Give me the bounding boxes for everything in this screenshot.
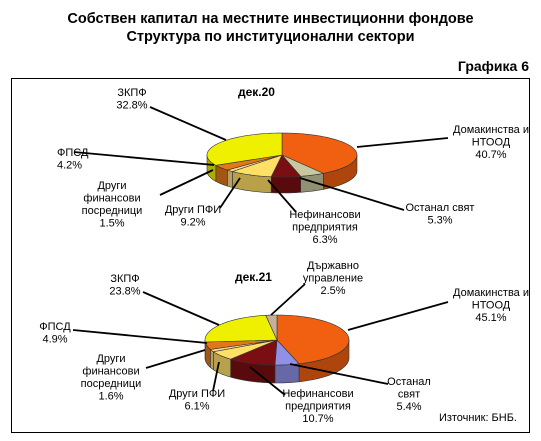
pie-title: дек.20 [238,85,275,99]
leader-line-rest_of_world_21 [289,363,389,385]
slice-label-other_fin: Други финансови посредници 1.5% [82,180,143,230]
pie-slice-rest_of_world [281,154,325,177]
pie-slice-fpsd [214,154,283,171]
pie-slice-rest_of_world_21 [274,339,300,366]
slice-label-households: Домакинства и НТООД 45.1% [453,287,529,324]
pie-slice-households [276,314,350,365]
slice-label-zkpf: ЗКПФ 32.8% [116,87,147,112]
leader-line-other_mfi [219,177,241,209]
chart-subtitle: Структура по институционални сектори [126,29,415,45]
leader-line-fpsd [72,329,208,344]
slice-label-government: Държавно управление 2.5% [303,260,363,297]
slice-label-nonfinancial: Нефинансови предприятия 10.7% [282,388,353,425]
pie-slice-zkpf [204,314,278,343]
chart-frame [11,78,530,433]
leader-line-other_fin [145,349,206,369]
leader-line-households [347,301,449,331]
slice-label-other_mfi: Други ПФИ 6.1% [169,388,225,413]
pie-side-rest_of_world_21 [274,363,300,384]
slice-label-rest_of_world_21: Останал свят 5.4% [387,376,431,413]
pie-title: дек.21 [235,270,272,284]
pie-slice-zkpf [206,132,283,166]
leader-line-other_fin [159,169,214,196]
pie-side-other_fin [210,348,214,371]
slice-label-households: Домакинства и НТООД 40.7% [453,124,529,161]
slice-label-rest_of_world: Останал свят 5.3% [406,202,475,227]
leader-line-rest_of_world [299,177,405,211]
pie-sides [206,154,358,194]
leader-line-nonfinancial [249,366,286,396]
leader-line-nonfinancial [267,179,297,213]
leader-line-government [270,283,306,316]
leader-line-zkpf [149,106,227,141]
leader-line-households [356,137,449,148]
leader-line-other_mfi [212,361,220,392]
chart-title: Собствен капитал на местните инвестицион… [67,11,474,27]
pie-slice-other_mfi [231,154,283,178]
pie-slice-other_mfi [212,339,278,360]
pie-slice-nonfinancial [270,154,302,178]
pie-side-nonfinancial [270,175,301,194]
leader-line-zkpf [142,291,220,326]
leader-line-fpsd [73,151,215,166]
source-note: Източник: БНБ. [438,412,517,424]
slice-label-zkpf: ЗКПФ 23.8% [109,273,140,298]
slice-label-other_fin: Други финансови посредници 1.6% [81,353,142,403]
pie-slice-nonfinancial [229,339,278,366]
slice-label-fpsd: ФПСД 4.2% [57,147,89,172]
pie-side-other_fin [227,169,233,188]
slice-label-nonfinancial: Нефинансови предприятия 6.3% [289,209,360,246]
pie-chart-2: дек.21 Домакинства и НТООД 45.1% Останал свят… [39,260,529,425]
pie-chart-1: дек.20 Домакинства и НТООД 40.7% Останал свя… [57,85,529,246]
slice-label-other_mfi: Други ПФИ 9.2% [165,204,221,229]
slice-label-fpsd: ФПСД 4.9% [39,321,71,346]
figure-number: Графика 6 [457,58,529,74]
